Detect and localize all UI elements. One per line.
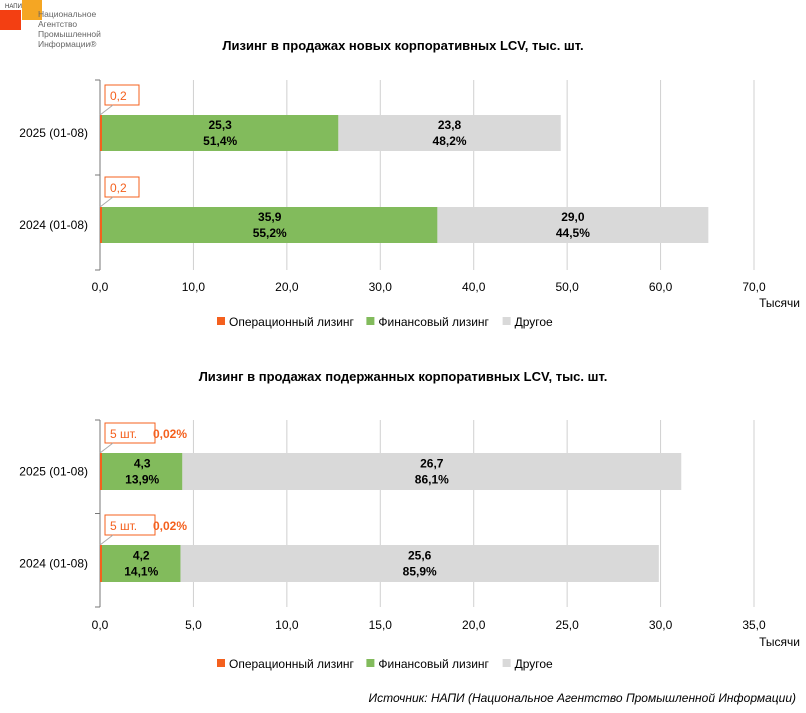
category-label: 2025 (01-08) [19, 465, 88, 479]
data-label: 5 шт. [110, 519, 137, 533]
bar-operating [100, 207, 102, 243]
x-tick-label: 0,0 [92, 618, 109, 632]
x-tick-label: 10,0 [275, 618, 299, 632]
logo-abbr: НАПИ [5, 4, 22, 10]
legend-label: Финансовый лизинг [378, 315, 489, 329]
x-tick-label: 25,0 [555, 618, 579, 632]
leader-line [99, 442, 114, 454]
legend-swatch [502, 659, 511, 667]
bar-finance [102, 115, 339, 151]
leader-line [99, 196, 114, 208]
data-label-pct: 0,02% [153, 519, 187, 533]
legend-swatch [366, 317, 375, 325]
legend-swatch [502, 317, 511, 325]
x-tick-label: 35,0 [742, 618, 766, 632]
data-label: 0,2 [110, 181, 127, 195]
data-label: 4,2 [133, 549, 150, 563]
chart-title: Лизинг в продажах подержанных корпоратив… [199, 369, 608, 384]
leader-line [99, 534, 114, 546]
x-tick-label: 20,0 [275, 280, 299, 294]
legend-swatch [366, 659, 375, 667]
data-label: 25,3 [209, 118, 233, 132]
data-label-pct: 55,2% [253, 226, 287, 240]
bar-other [180, 545, 659, 582]
x-tick-label: 30,0 [649, 618, 673, 632]
data-label-pct: 0,02% [153, 427, 187, 441]
legend-label: Другое [515, 315, 553, 329]
bar-finance [102, 453, 183, 490]
x-tick-label: 0,0 [92, 280, 109, 294]
data-label: 29,0 [561, 210, 585, 224]
data-label-pct: 44,5% [556, 226, 590, 240]
data-label-pct: 14,1% [124, 565, 158, 579]
data-label: 35,9 [258, 210, 282, 224]
bar-operating [100, 545, 102, 582]
legend-swatch [217, 659, 225, 667]
x-tick-label: 5,0 [185, 618, 202, 632]
data-label-pct: 86,1% [415, 473, 449, 487]
legend-label: Другое [515, 657, 553, 671]
category-label: 2024 (01-08) [19, 557, 88, 571]
x-axis-unit: Тысячи [759, 296, 800, 310]
data-label: 26,7 [420, 457, 444, 471]
source-note: Источник: НАПИ (Национальное Агентство П… [368, 691, 796, 705]
bar-finance [102, 545, 181, 582]
data-label-pct: 51,4% [203, 134, 237, 148]
x-tick-label: 70,0 [742, 280, 766, 294]
chart-title: Лизинг в продажах новых корпоративных LC… [222, 38, 583, 53]
data-label-pct: 48,2% [433, 134, 467, 148]
data-label-box [104, 84, 140, 106]
data-label-box [104, 514, 156, 536]
data-label-pct: 13,9% [125, 473, 159, 487]
legend-label: Операционный лизинг [229, 315, 355, 329]
data-label-box [104, 176, 140, 198]
bar-other [338, 115, 561, 151]
napi-logo: НАПИ Национальное Агентство Промышленной… [0, 0, 101, 56]
bar-other [437, 207, 709, 243]
data-label: 0,2 [110, 89, 127, 103]
legend-label: Операционный лизинг [229, 657, 355, 671]
legend-swatch [217, 317, 225, 325]
x-tick-label: 20,0 [462, 618, 486, 632]
legend-label: Финансовый лизинг [378, 657, 489, 671]
bar-other [182, 453, 682, 490]
data-label: 4,3 [134, 457, 151, 471]
logo-red-square [0, 10, 21, 30]
bar-operating [100, 115, 102, 151]
x-tick-label: 15,0 [369, 618, 393, 632]
bar-operating [100, 453, 102, 490]
logo-orange-square [22, 0, 42, 20]
data-label-pct: 85,9% [403, 565, 437, 579]
data-label: 23,8 [438, 118, 462, 132]
leader-line [99, 104, 114, 116]
data-label-box [104, 422, 156, 444]
logo-name: Национальное Агентство Промышленной Инфо… [38, 9, 101, 49]
data-label: 5 шт. [110, 427, 137, 441]
x-tick-label: 30,0 [369, 280, 393, 294]
x-tick-label: 10,0 [182, 280, 206, 294]
x-tick-label: 50,0 [555, 280, 579, 294]
category-label: 2025 (01-08) [19, 126, 88, 140]
data-label: 25,6 [408, 549, 432, 563]
x-tick-label: 40,0 [462, 280, 486, 294]
x-axis-unit: Тысячи [759, 635, 800, 649]
bar-finance [102, 207, 438, 243]
category-label: 2024 (01-08) [19, 218, 88, 232]
x-tick-label: 60,0 [649, 280, 673, 294]
